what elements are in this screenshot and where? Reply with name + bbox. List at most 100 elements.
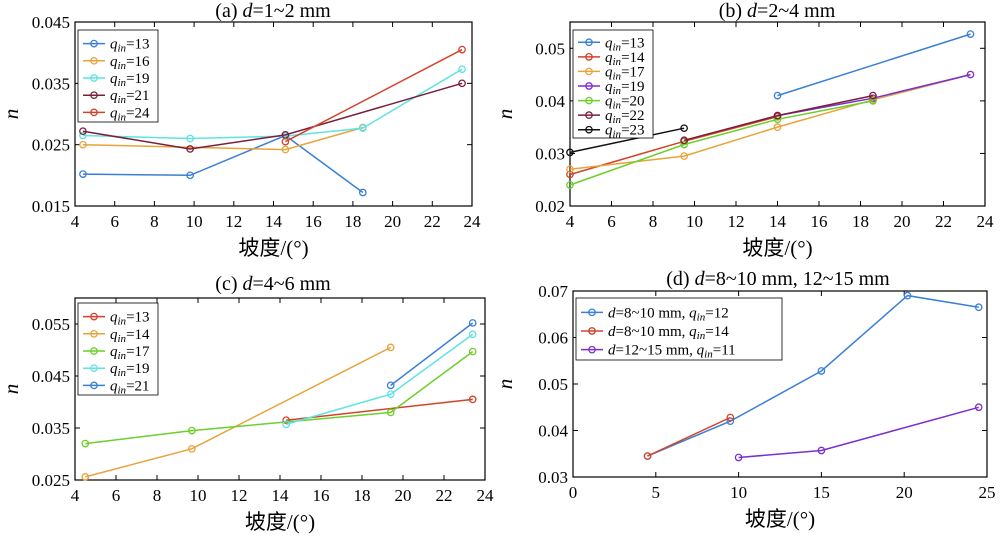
data-point — [79, 170, 87, 178]
data-point — [869, 91, 877, 100]
panel-title: (a) d=1~2 mm — [215, 0, 331, 22]
data-point — [81, 473, 90, 481]
y-tick-label: 0.05 — [538, 375, 568, 394]
legend-marker — [90, 56, 98, 65]
data-point — [966, 30, 975, 38]
x-tick-label: 22 — [424, 212, 441, 231]
x-tick-label: 14 — [265, 212, 283, 231]
data-point — [966, 70, 975, 79]
legend-label: qin=19 — [110, 71, 150, 89]
legend-marker — [588, 345, 596, 354]
y-tick-label: 0.03 — [535, 144, 565, 163]
legend-label: qin=14 — [110, 327, 150, 345]
x-tick-label: 16 — [313, 486, 330, 505]
data-point — [468, 395, 477, 404]
y-tick-label: 0.02 — [535, 197, 565, 216]
legend: d=8~10 mm, qin=12d=8~10 mm, qin=14d=12~1… — [575, 297, 783, 361]
legend-label: qin=21 — [110, 378, 150, 396]
y-tick-label: 0.04 — [538, 422, 568, 441]
x-tick-label: 20 — [384, 212, 401, 231]
y-tick-label: 0.06 — [538, 329, 568, 348]
data-point — [680, 152, 688, 160]
series-3 — [282, 330, 477, 429]
series-1 — [643, 413, 735, 460]
series-0 — [282, 395, 477, 425]
x-tick-label: 25 — [979, 483, 996, 502]
series-line — [82, 68, 463, 140]
x-tick-label: 6 — [607, 212, 616, 231]
legend-label: qin=20 — [605, 94, 645, 112]
legend-marker — [588, 327, 596, 335]
data-point — [773, 123, 782, 131]
x-tick-label: 10 — [730, 483, 747, 502]
legend-item: qin=19 — [83, 361, 150, 379]
y-tick-label: 0.035 — [32, 74, 70, 93]
legend-marker — [90, 74, 98, 82]
series-line — [777, 33, 971, 97]
legend-item: qin=14 — [83, 327, 150, 345]
legend-marker — [585, 82, 593, 90]
y-tick-label: 0.025 — [32, 136, 70, 155]
data-point — [81, 439, 90, 448]
series-line — [82, 126, 364, 151]
y-tick-label: 0.035 — [32, 419, 70, 438]
series-5 — [680, 91, 877, 145]
x-tick-label: 12 — [728, 212, 745, 231]
x-tick-label: 10 — [186, 212, 203, 231]
x-tick-label: 12 — [225, 212, 242, 231]
series-4 — [386, 319, 477, 390]
series-line — [85, 346, 392, 478]
data-point — [566, 165, 574, 174]
legend-marker — [90, 39, 98, 48]
series-line — [82, 134, 364, 194]
series-line — [683, 94, 874, 142]
legend-label: qin=16 — [110, 54, 150, 72]
series-1 — [81, 343, 395, 481]
legend-item: qin=17 — [578, 64, 645, 82]
legend-box — [575, 297, 783, 361]
data-point — [869, 97, 877, 105]
series-0 — [79, 131, 367, 197]
legend-item: qin=21 — [83, 88, 150, 106]
data-point — [358, 188, 367, 197]
data-point — [817, 446, 826, 455]
legend-label: qin=13 — [110, 37, 150, 55]
series-line — [569, 73, 971, 170]
legend-item: qin=14 — [578, 50, 645, 68]
series-line — [569, 127, 685, 154]
y-axis-label: n — [493, 379, 517, 390]
x-tick-label: 5 — [652, 483, 661, 502]
legend-label: qin=19 — [110, 361, 150, 379]
panel-title: (d) d=8~10 mm, 12~15 mm — [666, 268, 890, 290]
legend-label: qin=21 — [110, 88, 150, 106]
x-tick-label: 6 — [110, 212, 119, 231]
panel-title: (b) d=2~4 mm — [719, 0, 836, 22]
legend-label: qin=17 — [110, 344, 150, 362]
legend-item: qin=13 — [83, 310, 150, 328]
data-point — [386, 390, 395, 399]
data-point — [566, 148, 574, 157]
data-point — [458, 45, 466, 54]
data-point — [281, 145, 290, 154]
panel-b: 4 6 8 10 12 14 16 18 20 22 24 0.02 0.03 0.04 0.05 (b) d… — [493, 0, 994, 260]
legend-marker — [90, 312, 98, 321]
legend-marker — [585, 67, 593, 76]
legend-marker — [90, 364, 98, 373]
legend-item: qin=17 — [83, 344, 150, 362]
legend-item: qin=21 — [83, 378, 150, 396]
panel-d: 0 5 10 15 20 25 0.03 0.04 0.05 0.06 0.07 (d) d=8~10… — [493, 268, 996, 531]
y-tick-label: 0.025 — [32, 471, 70, 490]
legend-marker — [585, 125, 593, 134]
y-tick-label: 0.04 — [535, 92, 565, 111]
legend-label: d=8~10 mm, qin=14 — [608, 324, 729, 342]
legend-item: qin=22 — [578, 108, 645, 126]
y-tick-label: 0.03 — [538, 468, 568, 487]
x-tick-label: 10 — [190, 486, 207, 505]
data-point — [974, 303, 983, 312]
legend-label: qin=24 — [110, 105, 150, 123]
legend-label: qin=19 — [605, 79, 645, 97]
legend-item: qin=19 — [578, 79, 645, 97]
x-tick-label: 14 — [272, 486, 290, 505]
